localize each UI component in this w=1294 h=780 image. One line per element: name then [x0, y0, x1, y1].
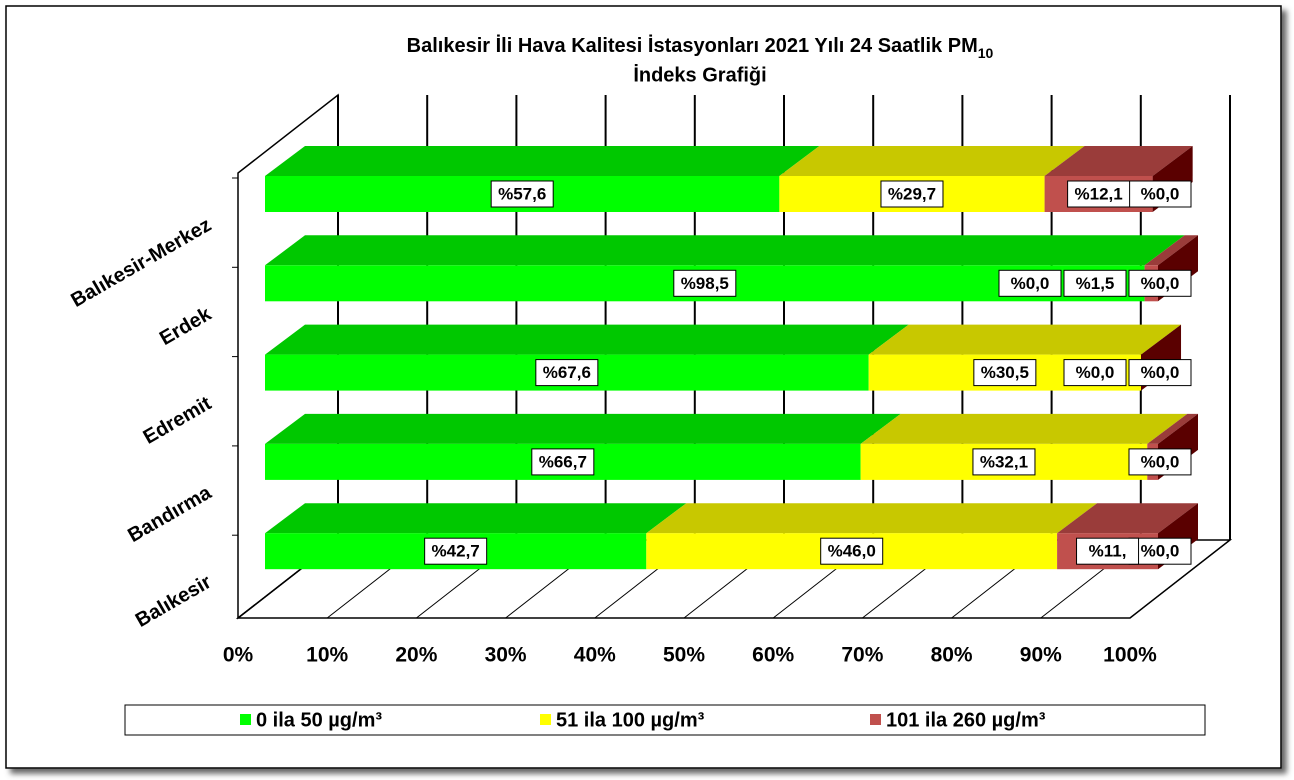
x-tick-label: 50%	[663, 644, 705, 667]
chart-title: İndeks Grafiği	[633, 63, 766, 86]
data-label-box	[1067, 180, 1131, 208]
legend-label: 101 ila 260 µg/m³	[886, 709, 1046, 731]
data-label: %32,1	[980, 452, 1028, 471]
data-label-box	[1128, 180, 1192, 208]
bar-top	[265, 503, 687, 534]
grid-line	[1129, 539, 1231, 619]
data-label-box	[490, 180, 554, 208]
data-label: %66,7	[539, 452, 587, 471]
legend-swatch	[240, 714, 251, 725]
legend-swatch	[870, 714, 881, 725]
x-tick-label: 10%	[306, 644, 348, 667]
data-label: %0,0	[1141, 452, 1180, 471]
data-label: %57,6	[498, 184, 546, 203]
data-label-box	[1128, 359, 1192, 387]
bar-top	[860, 413, 1188, 444]
data-label-box	[424, 537, 488, 565]
legend-box	[124, 704, 1206, 736]
x-tick-label: 60%	[752, 644, 794, 667]
data-label: %0,0	[1011, 274, 1050, 293]
chart-title: Balıkesir İli Hava Kalitesi İstasyonları…	[407, 34, 994, 60]
data-label: %29,7	[888, 184, 936, 203]
x-tick-label: 20%	[395, 644, 437, 667]
data-label-box	[535, 359, 599, 387]
bar-top	[265, 235, 1185, 266]
bar-top	[868, 324, 1182, 355]
bar-top	[265, 324, 909, 355]
data-label-box	[1063, 359, 1127, 387]
data-label-box	[673, 269, 737, 297]
x-tick-label: 100%	[1103, 644, 1157, 667]
data-label-box	[973, 359, 1037, 387]
data-label-box	[531, 448, 595, 476]
data-label-box	[1063, 269, 1127, 297]
x-tick-label: 40%	[574, 644, 616, 667]
x-tick-label: 0%	[223, 644, 254, 667]
bar-top	[265, 146, 820, 176]
data-label: %0,0	[1141, 363, 1180, 382]
data-label: %46,0	[828, 542, 876, 561]
data-label: %30,5	[981, 363, 1029, 382]
legend-swatch	[540, 714, 551, 725]
data-label: %1,5	[1076, 274, 1115, 293]
data-label-box	[1128, 448, 1192, 476]
x-tick-label: 70%	[841, 644, 883, 667]
bar-top	[1057, 503, 1198, 534]
data-label: %98,5	[681, 274, 729, 293]
data-label-box	[880, 180, 944, 208]
data-label: %12,1	[1075, 184, 1123, 203]
bar-top	[646, 503, 1098, 534]
data-label-box	[998, 269, 1062, 297]
x-tick-label: 80%	[931, 644, 973, 667]
data-label: %0,0	[1141, 274, 1180, 293]
legend-label: 0 ila 50 µg/m³	[256, 709, 382, 731]
data-label-box	[1128, 269, 1192, 297]
bar-top	[779, 146, 1085, 176]
bar-top	[1044, 146, 1193, 176]
data-label: %11,	[1089, 542, 1127, 561]
data-label: %42,7	[432, 542, 480, 561]
bar-top	[1144, 235, 1198, 266]
bar-top	[265, 413, 901, 444]
bar-top	[1147, 413, 1198, 444]
data-label: %67,6	[543, 363, 591, 382]
data-label-box	[1128, 537, 1192, 565]
data-label: %0,0	[1141, 184, 1180, 203]
x-tick-label: 30%	[485, 644, 527, 667]
legend-label: 51 ila 100 µg/m³	[556, 709, 705, 731]
data-label-box	[972, 448, 1036, 476]
x-tick-label: 90%	[1020, 644, 1062, 667]
data-label-box	[1076, 537, 1140, 565]
data-label-box	[820, 537, 884, 565]
data-label: %0,0	[1076, 363, 1115, 382]
data-label: %0,0	[1141, 542, 1180, 561]
